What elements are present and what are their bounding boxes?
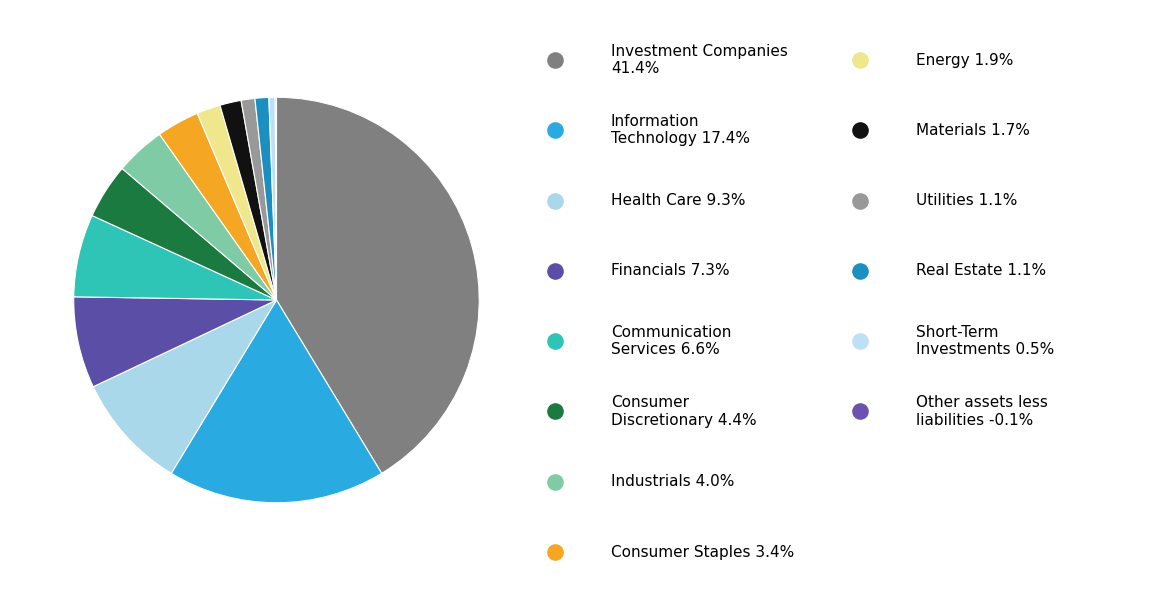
Point	[546, 337, 564, 346]
Text: Consumer Staples 3.4%: Consumer Staples 3.4%	[611, 545, 794, 559]
Wedge shape	[220, 100, 276, 300]
Point	[546, 266, 564, 275]
Wedge shape	[160, 113, 276, 300]
Point	[546, 196, 564, 205]
Text: Health Care 9.3%: Health Care 9.3%	[611, 193, 745, 208]
Point	[850, 196, 869, 205]
Text: Real Estate 1.1%: Real Estate 1.1%	[916, 263, 1046, 278]
Point	[546, 407, 564, 416]
Text: Other assets less
liabilities -0.1%: Other assets less liabilities -0.1%	[916, 395, 1047, 428]
Point	[546, 55, 564, 65]
Point	[850, 125, 869, 135]
Point	[850, 407, 869, 416]
Point	[850, 266, 869, 275]
Wedge shape	[275, 97, 276, 300]
Text: Communication
Services 6.6%: Communication Services 6.6%	[611, 325, 732, 358]
Wedge shape	[93, 300, 276, 473]
Text: Utilities 1.1%: Utilities 1.1%	[916, 193, 1017, 208]
Text: Consumer
Discretionary 4.4%: Consumer Discretionary 4.4%	[611, 395, 757, 428]
Point	[546, 477, 564, 487]
Point	[546, 547, 564, 557]
Wedge shape	[241, 98, 276, 300]
Wedge shape	[74, 297, 276, 387]
Point	[546, 125, 564, 135]
Text: Financials 7.3%: Financials 7.3%	[611, 263, 729, 278]
Wedge shape	[92, 169, 276, 300]
Text: Industrials 4.0%: Industrials 4.0%	[611, 474, 734, 489]
Point	[850, 337, 869, 346]
Text: Investment Companies
41.4%: Investment Companies 41.4%	[611, 44, 788, 76]
Wedge shape	[255, 97, 276, 300]
Text: Materials 1.7%: Materials 1.7%	[916, 123, 1030, 138]
Text: Information
Technology 17.4%: Information Technology 17.4%	[611, 114, 750, 146]
Point	[850, 55, 869, 65]
Text: Short-Term
Investments 0.5%: Short-Term Investments 0.5%	[916, 325, 1054, 358]
Wedge shape	[74, 215, 276, 300]
Wedge shape	[268, 97, 276, 300]
Wedge shape	[172, 300, 381, 503]
Text: Energy 1.9%: Energy 1.9%	[916, 52, 1013, 67]
Wedge shape	[276, 97, 479, 473]
Wedge shape	[122, 134, 276, 300]
Wedge shape	[197, 105, 276, 300]
